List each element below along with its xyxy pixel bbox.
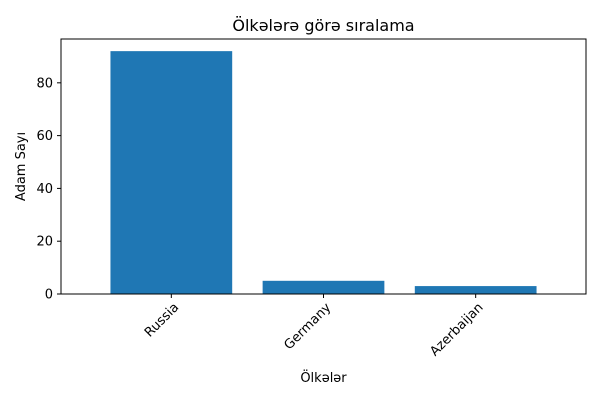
x-axis: Russia Germany Azerbaijan (142, 294, 487, 359)
bars-group (110, 51, 537, 295)
x-axis-label: Ölkələr (300, 369, 347, 386)
x-tick-label: Germany (281, 300, 334, 353)
y-axis-label: Adam Sayı (14, 132, 29, 201)
y-tick-label: 60 (36, 129, 53, 144)
chart-title: Ölkələrə görə sıralama (232, 16, 414, 35)
y-tick-label: 20 (36, 235, 53, 250)
x-tick-label: Russia (142, 300, 182, 340)
y-axis: 0 20 40 60 80 (36, 76, 61, 303)
y-tick-label: 40 (36, 182, 53, 197)
x-tick-label: Azerbaijan (427, 300, 486, 359)
bar-azerbaijan (414, 286, 537, 294)
bar-germany (262, 280, 385, 294)
plot-frame (60, 38, 587, 295)
bar-russia (110, 51, 233, 295)
y-tick-label: 0 (45, 288, 53, 303)
y-tick-label: 80 (36, 76, 53, 91)
